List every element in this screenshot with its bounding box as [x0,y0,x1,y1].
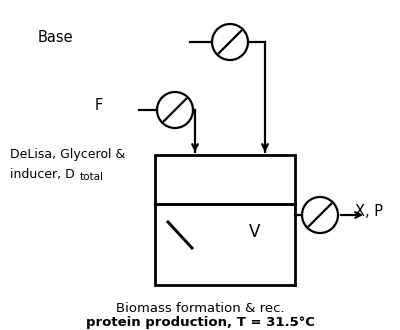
Text: total: total [80,172,104,182]
Text: inducer, D: inducer, D [10,168,75,181]
Text: protein production, T = 31.5°C: protein production, T = 31.5°C [86,316,314,329]
Text: Base: Base [38,30,74,46]
Text: F: F [95,98,103,114]
Text: DeLisa, Glycerol &: DeLisa, Glycerol & [10,148,125,161]
Text: X, P: X, P [355,205,383,219]
Text: V: V [249,223,261,241]
Bar [155,155,295,285]
Text: Biomass formation & rec.: Biomass formation & rec. [116,302,284,315]
